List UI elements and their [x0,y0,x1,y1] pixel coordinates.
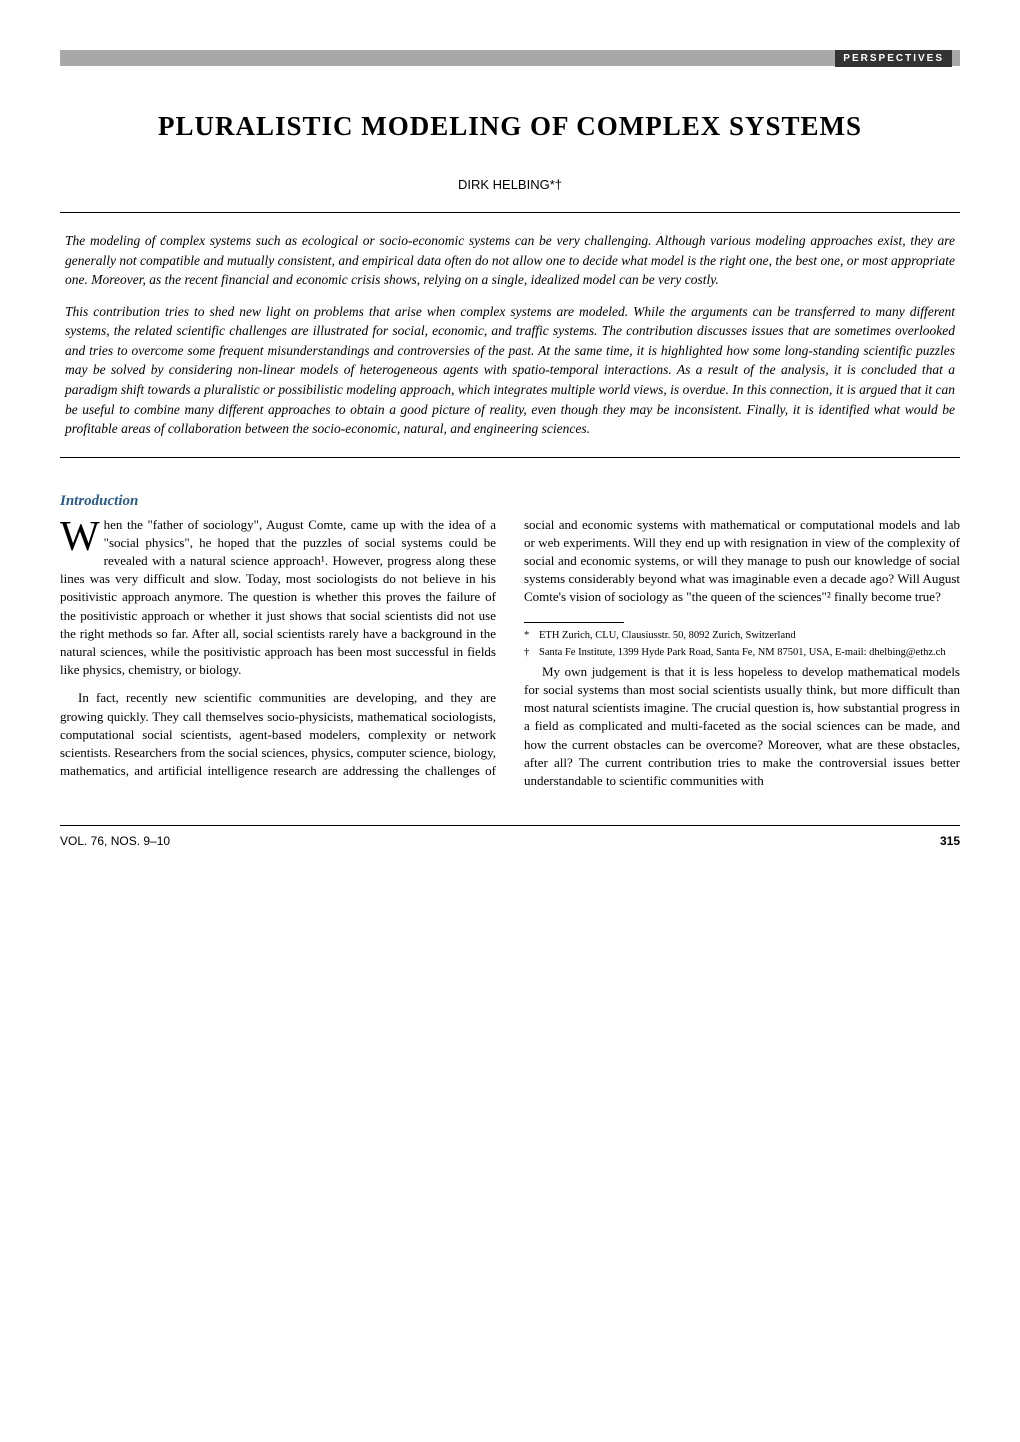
banner-bar: PERSPECTIVES [60,50,960,66]
volume-info: VOL. 76, NOS. 9–10 [60,834,170,848]
abstract-section: The modeling of complex systems such as … [60,221,960,449]
body-paragraph: My own judgement is that it is less hope… [524,663,960,790]
article-title: PLURALISTIC MODELING OF COMPLEX SYSTEMS [60,111,960,142]
footnote-text: ETH Zurich, CLU, Clausiusstr. 50, 8092 Z… [539,630,796,641]
footnote: † Santa Fe Institute, 1399 Hyde Park Roa… [524,646,960,660]
divider-line [60,212,960,213]
body-paragraph: When the "father of sociology", August C… [60,516,496,680]
abstract-paragraph: This contribution tries to shed new ligh… [65,302,955,439]
footnote-marker: * [524,629,529,643]
drop-cap: W [60,516,104,554]
author-name: DIRK HELBING*† [60,177,960,192]
footnote-text: Santa Fe Institute, 1399 Hyde Park Road,… [539,647,946,658]
divider-line [60,457,960,458]
section-banner: PERSPECTIVES [60,50,960,66]
footnote-divider [524,622,624,623]
section-heading-introduction: Introduction [60,493,960,510]
footnote-marker: † [524,646,529,660]
footnote: * ETH Zurich, CLU, Clausiusstr. 50, 8092… [524,629,960,643]
page-number: 315 [940,834,960,848]
abstract-paragraph: The modeling of complex systems such as … [65,231,955,290]
banner-label: PERSPECTIVES [835,50,952,67]
body-text: When the "father of sociology", August C… [60,516,960,791]
footnotes-block: * ETH Zurich, CLU, Clausiusstr. 50, 8092… [524,629,960,660]
page-footer: VOL. 76, NOS. 9–10 315 [60,825,960,848]
paragraph-text: hen the "father of sociology", August Co… [60,517,496,678]
